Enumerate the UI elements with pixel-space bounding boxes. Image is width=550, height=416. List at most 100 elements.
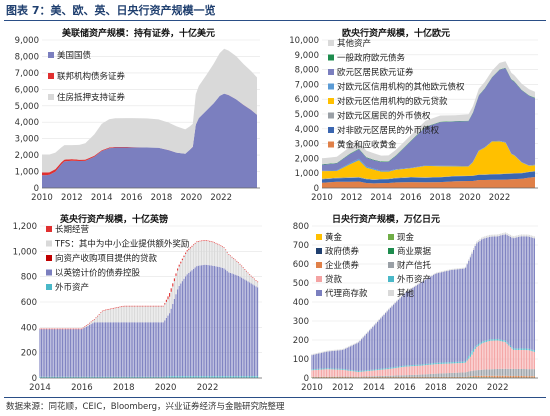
bar-segment	[522, 376, 524, 378]
bar-segment	[325, 376, 327, 378]
x-tick-label: 2016	[394, 383, 416, 393]
bar-segment	[500, 339, 502, 342]
bar-segment	[153, 322, 155, 377]
bar-segment	[151, 322, 153, 377]
bar-segment	[114, 307, 116, 309]
y-tick-label: 8,000	[295, 66, 319, 76]
bar-segment	[369, 376, 371, 377]
bar-segment	[455, 361, 457, 364]
bar-segment	[44, 329, 46, 377]
bar-segment	[181, 376, 183, 378]
bar-segment	[415, 376, 417, 378]
bar-segment	[495, 340, 497, 370]
bar-segment	[367, 370, 369, 372]
bar-segment	[39, 328, 41, 330]
bar-segment	[364, 376, 366, 378]
bar-segment	[106, 322, 108, 377]
x-tick-label: 2010	[301, 383, 323, 393]
bar-segment	[388, 376, 390, 378]
bar-segment	[148, 305, 150, 307]
bar-segment	[484, 377, 486, 378]
bar-segment	[530, 349, 532, 351]
bar-segment	[450, 362, 452, 364]
bar-segment	[71, 328, 73, 330]
bar-segment	[463, 376, 465, 378]
bar-segment	[389, 376, 391, 378]
bar-segment	[41, 329, 43, 377]
legend-swatch	[46, 269, 52, 276]
bar-segment	[481, 239, 483, 343]
bar-segment	[180, 283, 182, 377]
bar-segment	[177, 268, 179, 271]
bar-segment	[95, 322, 97, 377]
bar-segment	[81, 328, 83, 330]
bar-segment	[521, 368, 523, 376]
bar-segment	[461, 372, 463, 377]
bar-segment	[357, 371, 359, 377]
bar-segment	[508, 235, 510, 344]
bar-segment	[479, 344, 481, 370]
bar-segment	[410, 376, 412, 378]
bar-segment	[108, 309, 110, 323]
bar-segment	[204, 240, 206, 241]
bar-segment	[124, 322, 126, 377]
bar-segment	[137, 322, 139, 377]
bar-segment	[402, 365, 404, 367]
bar-segment	[93, 376, 95, 378]
bar-segment	[396, 367, 398, 376]
bar-segment	[210, 241, 212, 266]
bar-segment	[95, 317, 97, 319]
bar-segment	[109, 376, 111, 378]
bar-segment	[506, 343, 508, 369]
bar-segment	[357, 342, 359, 372]
bar-segment	[106, 309, 108, 323]
plot-area	[311, 232, 535, 378]
bar-segment	[399, 375, 401, 377]
bar-segment	[378, 376, 380, 377]
bar-segment	[207, 241, 209, 266]
bar-segment	[364, 371, 366, 377]
bar-segment	[378, 376, 380, 378]
bar-segment	[140, 305, 142, 307]
bar-segment	[95, 376, 97, 378]
bar-segment	[141, 322, 143, 377]
bar-segment	[479, 343, 481, 345]
bar-segment	[500, 341, 502, 369]
bar-segment	[410, 366, 412, 375]
bar-segment	[212, 242, 214, 266]
bar-segment	[413, 376, 415, 378]
bar-segment	[93, 319, 95, 323]
bar-segment	[383, 314, 385, 369]
bar-segment	[397, 376, 399, 378]
bar-segment	[45, 329, 47, 377]
bar-segment	[98, 322, 100, 377]
bar-segment	[393, 367, 395, 369]
bar-segment	[389, 307, 391, 368]
bar-segment	[461, 376, 463, 378]
bar-segment	[185, 252, 187, 254]
bar-segment	[402, 366, 404, 376]
bar-segment	[185, 276, 187, 377]
bar-segment	[348, 376, 350, 378]
bar-segment	[93, 319, 95, 320]
bar-segment	[469, 371, 471, 377]
bar-segment	[397, 299, 399, 367]
bar-segment	[257, 287, 259, 377]
bar-segment	[460, 376, 462, 378]
bar-segment	[490, 339, 492, 341]
bar-segment	[362, 337, 364, 371]
bar-segment	[466, 376, 468, 378]
bar-segment	[393, 376, 395, 378]
bar-segment	[465, 372, 467, 377]
bar-segment	[524, 236, 526, 349]
bar-segment	[252, 284, 254, 377]
legend: 长期经营 TFS：其中为中小企业提供额外奖励向资产收购项目提供的贷款以英镑计价的债…	[46, 224, 189, 293]
bar-segment	[428, 374, 430, 377]
bar-segment	[383, 375, 385, 377]
bar-segment	[468, 377, 470, 378]
bar-segment	[183, 255, 185, 258]
bar-segment	[485, 235, 487, 238]
legend-label: TFS：其中为中小企业提供额外奖励	[54, 239, 189, 250]
chart-ecb: 欧央行资产规模，十亿欧元 0 1,000 2,000 3,000 4,000 5,000 6,…	[289, 27, 538, 203]
